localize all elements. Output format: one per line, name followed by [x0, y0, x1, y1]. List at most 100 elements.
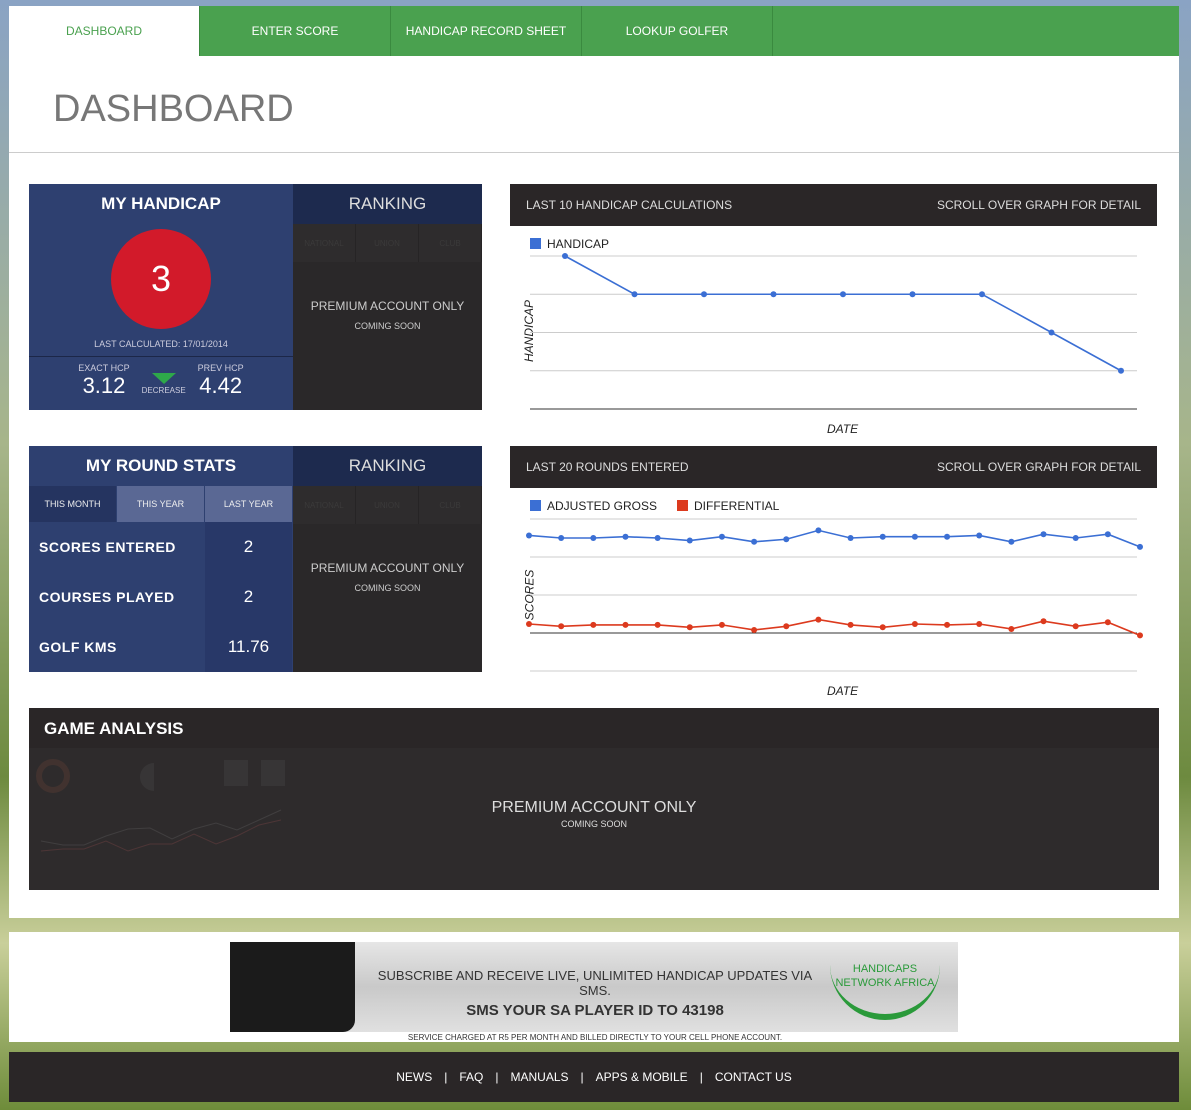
- series-line: [528, 529, 1141, 548]
- data-point: [1040, 531, 1047, 538]
- exact-hcp-value: 3.12: [82, 373, 126, 398]
- period-this-year[interactable]: THIS YEAR: [117, 486, 205, 522]
- game-analysis-title: GAME ANALYSIS: [29, 708, 1159, 748]
- data-point: [558, 535, 565, 541]
- tab-dashboard[interactable]: DASHBOARD: [9, 6, 200, 56]
- footer-link-faq[interactable]: FAQ: [459, 1070, 484, 1084]
- data-point: [840, 291, 846, 298]
- handicap-value: 3: [150, 258, 172, 299]
- data-point: [654, 535, 661, 541]
- my-handicap-card: MY HANDICAP 3 LAST CALCULATED: 17/01/201…: [29, 184, 293, 410]
- footer-link-contact-us[interactable]: CONTACT US: [714, 1070, 792, 1084]
- series-line: [564, 255, 1122, 372]
- data-point: [976, 621, 983, 628]
- phone-image: [230, 942, 355, 1032]
- ranking-tab-national: NATIONAL: [293, 224, 356, 262]
- x-axis-label: DATE: [827, 422, 859, 436]
- period-last-year[interactable]: LAST YEAR: [205, 486, 293, 522]
- stat-row: SCORES ENTERED 2: [29, 522, 293, 572]
- data-point: [979, 291, 985, 298]
- handicap-chart[interactable]: [510, 184, 1157, 440]
- data-point: [1008, 625, 1015, 632]
- sms-banner[interactable]: SUBSCRIBE AND RECEIVE LIVE, UNLIMITED HA…: [230, 942, 958, 1042]
- legend-label: ADJUSTED GROSS: [547, 499, 658, 513]
- data-point: [847, 621, 854, 628]
- chart-title: LAST 10 HANDICAP CALCULATIONS: [526, 198, 733, 212]
- tab-handicap-record-sheet[interactable]: HANDICAP RECORD SHEET: [391, 6, 582, 56]
- legend-item: ADJUSTED GROSS: [530, 499, 657, 513]
- data-point: [770, 291, 777, 298]
- legend-swatch: [530, 238, 541, 249]
- premium-notice: PREMIUM ACCOUNT ONLY: [491, 799, 697, 816]
- data-point: [622, 621, 629, 628]
- page-title: DASHBOARD: [9, 56, 1179, 153]
- data-point: [718, 533, 725, 540]
- coming-soon: COMING SOON: [560, 819, 627, 829]
- footer-link-news[interactable]: NEWS: [396, 1070, 433, 1084]
- prev-hcp-value: 4.42: [199, 373, 243, 398]
- stat-label: GOLF KMS: [39, 639, 117, 655]
- game-analysis-card: GAME ANALYSIS PREMIUM ACCOUNT ONLY COMIN…: [29, 708, 1159, 890]
- legend-label: DIFFERENTIAL: [694, 499, 780, 513]
- data-point: [879, 533, 886, 540]
- coming-soon: COMING SOON: [354, 583, 421, 593]
- x-axis-label: DATE: [827, 684, 859, 698]
- footer-link-manuals[interactable]: MANUALS: [510, 1070, 569, 1084]
- data-point: [718, 621, 725, 628]
- nav-tabs: DASHBOARD ENTER SCORE HANDICAP RECORD SH…: [9, 6, 1179, 56]
- legend-item: HANDICAP: [530, 237, 609, 251]
- data-point: [701, 291, 707, 298]
- data-point: [1137, 543, 1143, 550]
- rounds-chart-card: LAST 20 ROUNDS ENTERED SCROLL OVER GRAPH …: [510, 446, 1157, 702]
- stat-row: GOLF KMS 11.76: [29, 622, 293, 672]
- handicaps-network-africa-logo: HANDICAPS NETWORK AFRICA: [830, 962, 940, 1020]
- stat-row: COURSES PLAYED 2: [29, 572, 293, 622]
- data-point: [815, 616, 822, 623]
- data-point: [654, 621, 661, 628]
- footer: NEWS | FAQ | MANUALS | APPS & MOBILE | CONTA…: [9, 1052, 1179, 1102]
- blurred-analysis-preview: [36, 759, 285, 852]
- data-point: [976, 532, 983, 539]
- banner-line1: SUBSCRIBE AND RECEIVE LIVE, UNLIMITED HA…: [377, 968, 813, 998]
- period-this-month[interactable]: THIS MONTH: [29, 486, 117, 522]
- trend-label: DECREASE: [141, 386, 186, 395]
- stat-value: 11.76: [205, 622, 292, 672]
- data-point: [944, 533, 951, 540]
- data-point: [911, 621, 918, 628]
- stat-label: SCORES ENTERED: [39, 539, 176, 555]
- data-point: [1104, 619, 1111, 626]
- decrease-arrow-icon: [151, 373, 176, 384]
- data-point: [1072, 623, 1079, 630]
- data-point: [590, 621, 597, 628]
- data-point: [911, 533, 918, 540]
- legend-swatch: [530, 500, 541, 511]
- ranking-tab-club: CLUB: [419, 486, 482, 524]
- tab-enter-score[interactable]: ENTER SCORE: [200, 6, 391, 56]
- premium-notice: PREMIUM ACCOUNT ONLY: [310, 561, 465, 575]
- tab-lookup-golfer[interactable]: LOOKUP GOLFER: [582, 6, 773, 56]
- chart-hint: SCROLL OVER GRAPH FOR DETAIL: [936, 460, 1141, 474]
- stat-value: 2: [205, 522, 292, 572]
- data-point: [879, 624, 886, 631]
- round-stats-card: MY ROUND STATS THIS MONTH THIS YEAR LAST…: [29, 446, 293, 672]
- banner-line3: SERVICE CHARGED AT R5 PER MONTH AND BILL…: [407, 1033, 783, 1042]
- handicap-circle: 3: [111, 229, 211, 329]
- chart-hint: SCROLL OVER GRAPH FOR DETAIL: [936, 198, 1141, 212]
- series-line: [528, 618, 1141, 637]
- data-point: [590, 535, 597, 541]
- rounds-chart[interactable]: [510, 446, 1157, 702]
- banner-area: SUBSCRIBE AND RECEIVE LIVE, UNLIMITED HA…: [9, 932, 1179, 1042]
- premium-notice: PREMIUM ACCOUNT ONLY: [310, 299, 465, 313]
- stat-label: COURSES PLAYED: [39, 589, 175, 605]
- data-point: [686, 537, 693, 544]
- footer-link-apps-mobile[interactable]: APPS & MOBILE: [595, 1070, 688, 1084]
- data-point: [847, 535, 854, 541]
- data-point: [1118, 367, 1124, 374]
- ranking-tab-union: UNION: [356, 224, 419, 262]
- data-point: [622, 533, 629, 540]
- data-point: [686, 624, 693, 631]
- ranking-tab-union: UNION: [356, 486, 419, 524]
- legend-label: HANDICAP: [547, 237, 610, 251]
- data-point: [1048, 329, 1055, 336]
- data-point: [909, 291, 916, 298]
